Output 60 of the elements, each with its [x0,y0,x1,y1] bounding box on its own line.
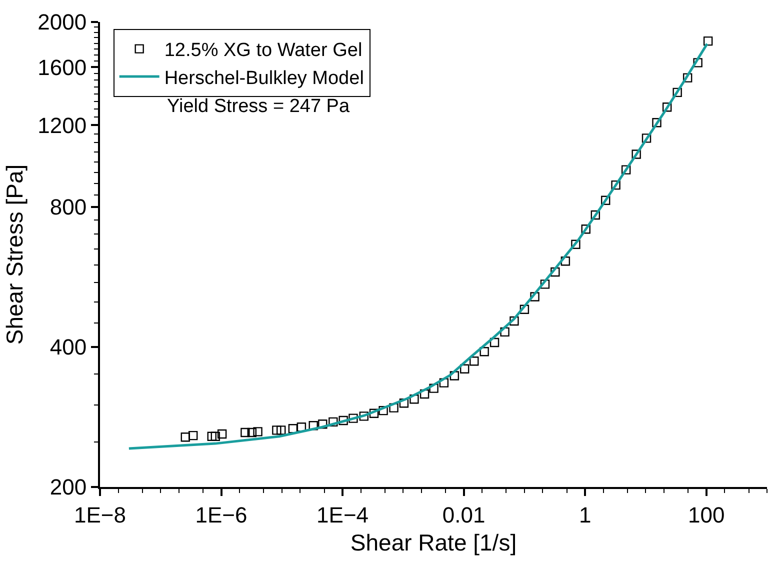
point [510,316,519,326]
point [247,428,256,438]
point [571,240,580,249]
point [369,408,379,418]
y-tick-label: 1200 [38,112,87,138]
x-tick-label: 1E−8 [74,502,126,528]
point [328,417,338,427]
point [540,280,550,289]
x-tick-label: 1E−6 [195,502,248,528]
point [652,118,662,128]
point [662,102,672,112]
legend-label: Herschel-Bulkley Model [164,68,364,89]
point [399,398,409,408]
point [530,292,540,302]
point [420,389,430,399]
x-tick-label: 1 [578,502,592,528]
annotation: Yield Stress = 247 Pa [167,96,350,117]
point [318,420,328,429]
point [378,406,388,416]
point [601,196,610,205]
y-tick-label: 1600 [38,54,87,80]
y-tick-label: 2000 [38,10,87,35]
point [590,210,600,220]
point [520,304,530,314]
x-tick-label: 0.01 [442,502,486,528]
point [276,426,286,435]
point [500,327,510,337]
point [490,338,500,348]
point [288,424,298,434]
y-axis-title: Shear Stress [Pa] [2,164,28,345]
point [338,416,348,426]
point [672,88,682,98]
point [642,134,652,143]
point [581,224,590,234]
point [439,378,449,388]
point [460,364,470,374]
point [621,165,631,174]
point [632,150,641,159]
point [470,356,479,366]
point [703,36,713,46]
legend-label: 12.5% XG to Water Gel [164,40,362,62]
point [429,384,438,393]
point [450,371,460,380]
point [560,256,570,266]
point [359,412,368,421]
x-axis-title: Shear Rate [1/s] [350,530,517,556]
point [550,267,560,277]
point [410,394,419,404]
point [611,180,620,190]
x-tick-label: 1E−4 [316,502,369,528]
y-tick-label: 800 [50,194,87,220]
y-tick-label: 200 [50,474,87,500]
y-tick-label: 400 [50,334,87,360]
x-tick-label: 100 [688,502,725,528]
point [207,432,216,441]
point [480,347,489,356]
point [693,58,702,68]
point [348,414,358,423]
point [682,73,692,82]
point [389,403,398,412]
